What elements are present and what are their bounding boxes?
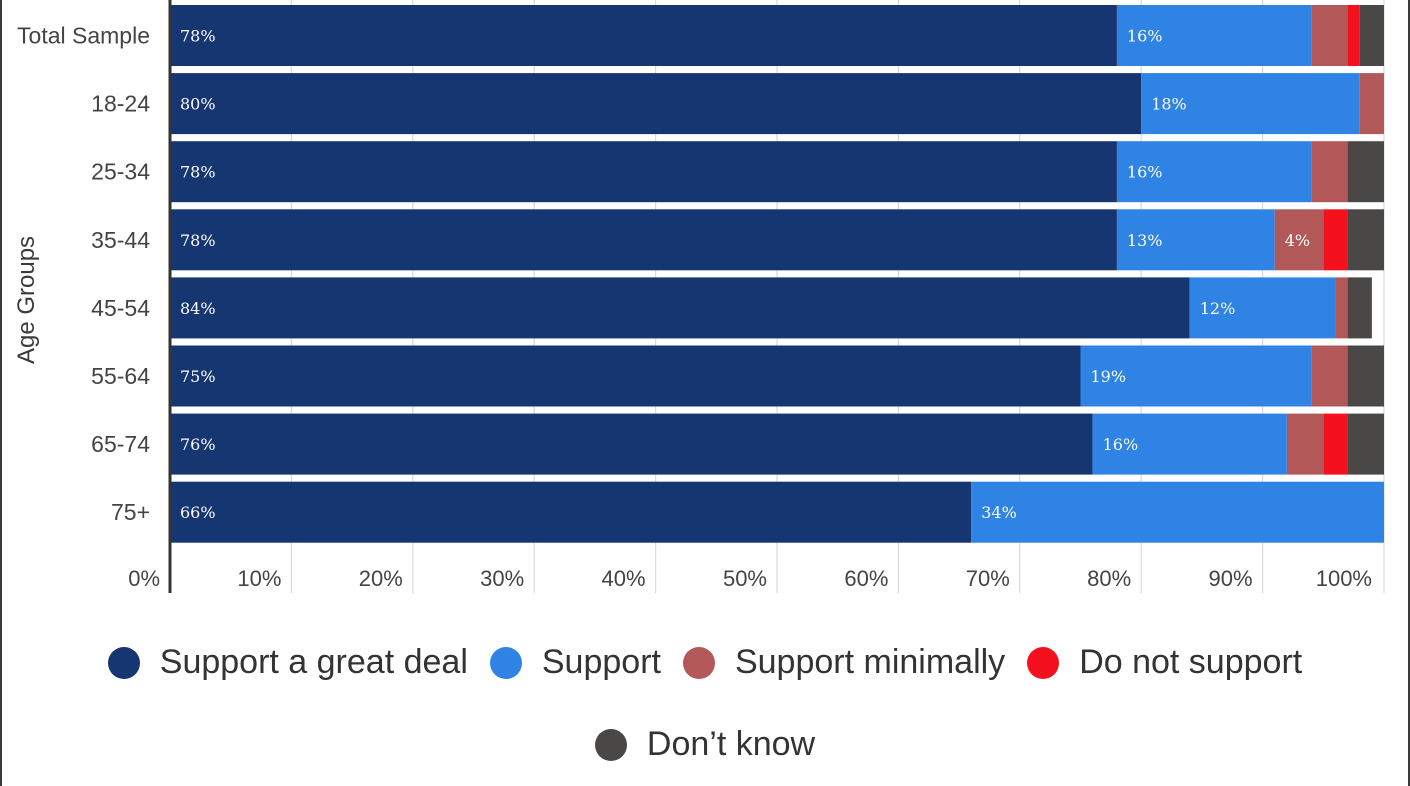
- category-label: 18-24: [91, 91, 150, 117]
- legend-item: Do not support: [1027, 643, 1302, 682]
- category-label: 35-44: [91, 227, 150, 253]
- legend-swatch: [682, 646, 715, 679]
- bar-segment: [1116, 209, 1275, 271]
- stacked-bar-chart: 78% 16% 80% 18% 78% 16% 78% 13% 4% 84% 12% 75% 19% 76…: [13, 0, 1385, 593]
- x-tick-label: 10%: [237, 566, 281, 591]
- bar-segment: [1116, 5, 1312, 66]
- bar-segment: [170, 277, 1190, 339]
- legend-label: Support minimally: [734, 643, 1006, 681]
- y-axis-title: Age Groups: [13, 236, 40, 364]
- legend-item: Support a great deal: [107, 643, 468, 682]
- bar-segment: [1189, 277, 1336, 339]
- data-label: 16%: [1127, 27, 1163, 46]
- frame-left-border: [0, 0, 2, 786]
- data-label: 34%: [981, 503, 1017, 522]
- bar-segment: [170, 209, 1117, 271]
- legend-label: Do not support: [1079, 643, 1303, 681]
- x-tick-label: 90%: [1209, 566, 1253, 591]
- legend-item: Support minimally: [682, 643, 1006, 682]
- legend-swatch: [594, 728, 627, 761]
- data-label: 13%: [1127, 231, 1163, 250]
- bar-segment: [170, 141, 1117, 203]
- data-label: 4%: [1285, 231, 1310, 250]
- bar-segment: [1359, 5, 1384, 66]
- data-label: 84%: [180, 299, 216, 318]
- bar-segment: [1347, 141, 1384, 203]
- data-label: 78%: [180, 163, 216, 182]
- bar-segment: [170, 345, 1081, 407]
- legend-label: Support a great deal: [159, 643, 468, 681]
- bar-segment: [1141, 73, 1360, 135]
- category-label: 45-54: [91, 295, 150, 321]
- category-label: Total Sample: [17, 23, 150, 49]
- bar-segment: [1347, 277, 1372, 339]
- category-label: 55-64: [91, 363, 150, 389]
- x-tick-label: 40%: [602, 566, 646, 591]
- data-label: 19%: [1091, 367, 1127, 386]
- bar-segment: [1116, 141, 1312, 203]
- bar-segment: [170, 73, 1142, 135]
- data-label: 80%: [180, 95, 216, 114]
- legend-item: Don’t know: [594, 725, 816, 764]
- x-tick-label: 50%: [723, 566, 767, 591]
- category-label: 75+: [111, 499, 150, 525]
- data-label: 75%: [180, 367, 216, 386]
- bar-segment: [1323, 209, 1348, 271]
- bar-segment: [1335, 277, 1348, 339]
- bar-segment: [1323, 413, 1348, 475]
- bar-segment: [1347, 209, 1384, 271]
- data-label: 76%: [180, 435, 216, 454]
- x-tick-label: 80%: [1087, 566, 1131, 591]
- x-tick-label: 100%: [1316, 566, 1372, 591]
- data-label: 16%: [1103, 435, 1139, 454]
- bar-segment: [971, 481, 1384, 543]
- data-label: 78%: [180, 231, 216, 250]
- axes: Total Sample 18-24 25-34 35-44 45-54 55-64 65-…: [17, 0, 1372, 593]
- bar-segment: [170, 413, 1093, 475]
- legend-swatch: [489, 646, 522, 679]
- legend-swatch: [107, 646, 140, 679]
- bar-segment: [1347, 5, 1360, 66]
- data-label: 78%: [180, 27, 216, 46]
- data-label: 18%: [1151, 95, 1187, 114]
- x-tick-label: 30%: [480, 566, 524, 591]
- bar-segment: [1347, 413, 1384, 475]
- data-label: 16%: [1127, 163, 1163, 182]
- bar-segment: [1311, 141, 1348, 203]
- bar-segment: [1347, 345, 1384, 407]
- x-tick-label: 0%: [128, 566, 160, 591]
- bar-segment: [1359, 73, 1384, 135]
- bar-segment: [1286, 413, 1324, 475]
- legend-swatch: [1027, 646, 1060, 679]
- data-label: 12%: [1200, 299, 1236, 318]
- legend-label: Don’t know: [646, 725, 816, 763]
- frame-right-border: [1408, 0, 1410, 786]
- bar-segment: [1311, 345, 1348, 407]
- bars: [170, 5, 1384, 543]
- legend-item: Support: [489, 643, 661, 682]
- x-tick-label: 70%: [966, 566, 1010, 591]
- data-labels: 78% 16% 80% 18% 78% 16% 78% 13% 4% 84% 12% 75% 19% 76…: [180, 27, 1310, 523]
- legend-row: Don’t know: [0, 725, 1410, 764]
- x-tick-label: 20%: [359, 566, 403, 591]
- bar-segment: [170, 5, 1117, 66]
- category-label: 25-34: [91, 159, 150, 185]
- bar-segment: [1092, 413, 1287, 475]
- legend-label: Support: [541, 643, 661, 681]
- bar-segment: [1311, 5, 1348, 66]
- category-label: 65-74: [91, 431, 150, 457]
- bar-segment: [1080, 345, 1312, 407]
- bar-segment: [1274, 209, 1324, 271]
- data-label: 66%: [180, 503, 216, 522]
- legend-row: Support a great deal Support Support minim…: [0, 643, 1410, 682]
- x-tick-label: 60%: [844, 566, 888, 591]
- bar-segment: [170, 481, 972, 543]
